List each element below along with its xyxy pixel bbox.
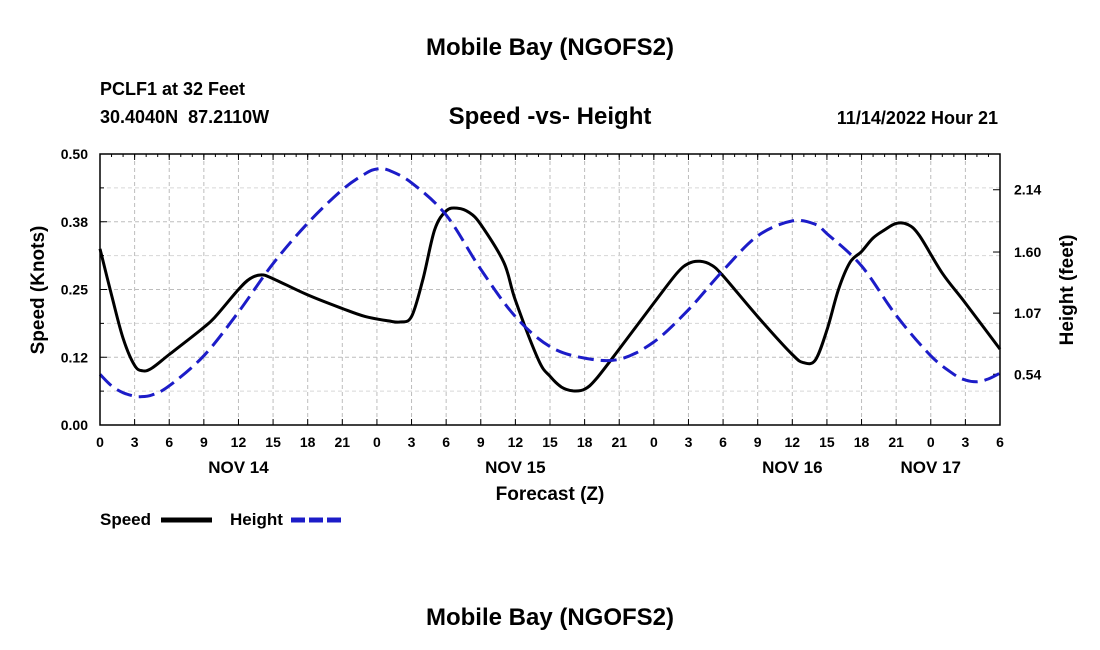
x-tick-label: 21 [888, 434, 904, 450]
x-tick-label: 0 [927, 434, 935, 450]
footer-title: Mobile Bay (NGOFS2) [426, 604, 674, 631]
x-tick-label: 9 [754, 434, 762, 450]
x-tick-label: 12 [785, 434, 801, 450]
chart-subtitle: Speed -vs- Height [449, 103, 652, 130]
x-tick-label: 3 [408, 434, 416, 450]
x-tick-label: 15 [265, 434, 281, 450]
x-tick-label: 12 [508, 434, 524, 450]
right-tick-label: 2.14 [1014, 182, 1041, 198]
x-tick-label: 18 [577, 434, 593, 450]
x-tick-label: 6 [442, 434, 450, 450]
x-tick-label: 18 [854, 434, 870, 450]
day-label: NOV 17 [901, 458, 961, 477]
x-axis-title: Forecast (Z) [496, 484, 605, 505]
x-tick-label: 15 [542, 434, 558, 450]
right-tick-label: 1.07 [1014, 305, 1041, 321]
x-tick-label: 0 [650, 434, 658, 450]
grid-lines [100, 154, 1000, 425]
x-tick-label: 6 [996, 434, 1004, 450]
right-tick-label: 1.60 [1014, 244, 1041, 260]
x-tick-label: 6 [719, 434, 727, 450]
day-label: NOV 14 [208, 458, 269, 477]
day-label: NOV 15 [485, 458, 545, 477]
x-tick-label: 3 [961, 434, 969, 450]
left-tick-label: 0.12 [61, 349, 88, 365]
x-tick-label: 21 [611, 434, 627, 450]
x-tick-label: 9 [477, 434, 485, 450]
x-tick-label: 0 [373, 434, 381, 450]
station-label: PCLF1 at 32 Feet [100, 79, 245, 99]
x-tick-label: 21 [335, 434, 351, 450]
day-label: NOV 16 [762, 458, 822, 477]
right-axis-title: Height (feet) [1057, 235, 1078, 346]
forecast-timestamp: 11/14/2022 Hour 21 [837, 108, 998, 128]
x-tick-label: 18 [300, 434, 316, 450]
x-tick-label: 3 [131, 434, 139, 450]
legend-height-label: Height [230, 510, 283, 529]
speed-series-line [100, 208, 1000, 391]
station-coordinates: 30.4040N 87.2110W [100, 107, 269, 127]
left-tick-label: 0.38 [61, 214, 88, 230]
left-tick-label: 0.25 [61, 282, 88, 298]
x-tick-label: 15 [819, 434, 835, 450]
left-tick-label: 0.00 [61, 417, 88, 433]
x-tick-label: 0 [96, 434, 104, 450]
x-tick-label: 12 [231, 434, 247, 450]
axis-tick-labels: 0 3 6 9 12 15 18 21 0 3 6 9 12 15 18 21 0 3 6 9 12 15 18 21 0 3 6 N… [61, 146, 1042, 477]
legend-speed-label: Speed [100, 510, 151, 529]
x-tick-label: 9 [200, 434, 208, 450]
speed-height-chart: Mobile Bay (NGOFS2) PCLF1 at 32 Feet 30.… [0, 0, 1100, 650]
x-tick-label: 3 [685, 434, 693, 450]
legend: Speed Height [100, 510, 342, 529]
chart-main-title: Mobile Bay (NGOFS2) [426, 34, 674, 61]
left-tick-label: 0.50 [61, 146, 88, 162]
right-tick-label: 0.54 [1014, 366, 1041, 382]
x-tick-label: 6 [165, 434, 173, 450]
left-axis-title: Speed (Knots) [28, 226, 49, 355]
